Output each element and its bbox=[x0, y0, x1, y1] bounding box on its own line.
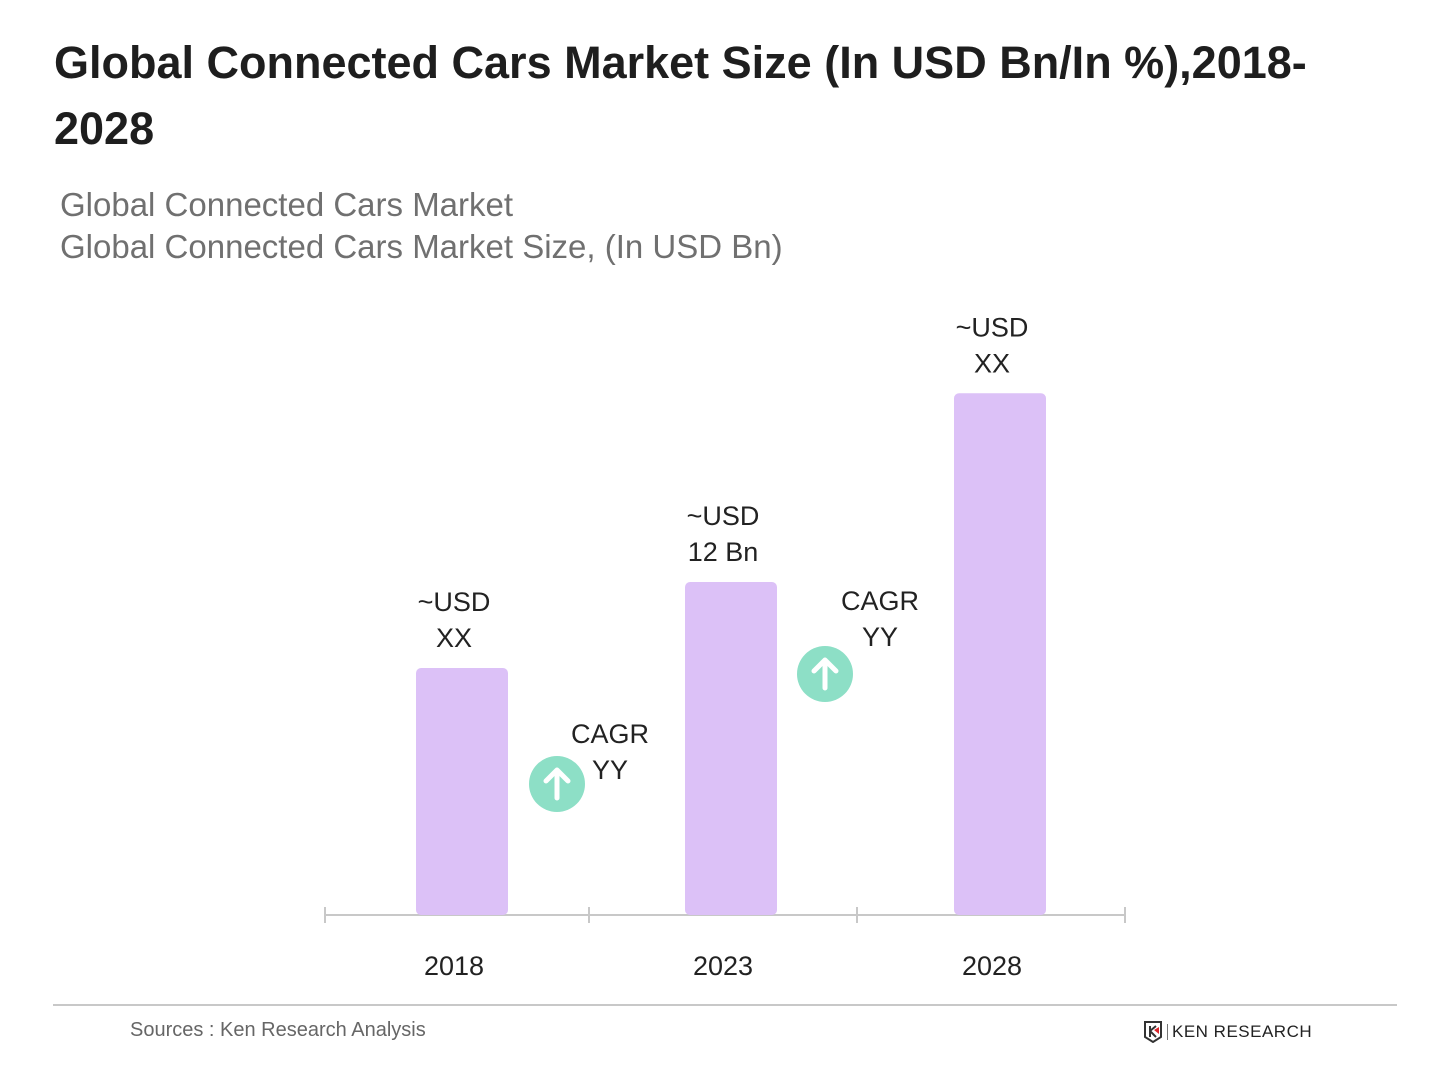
source-note: Sources : Ken Research Analysis bbox=[130, 1019, 426, 1041]
cagr-label: CAGR bbox=[571, 719, 649, 749]
bar-2028 bbox=[954, 393, 1046, 915]
x-tick-label: 2028 bbox=[962, 951, 1022, 981]
chart-title: Global Connected Cars Market Size (In US… bbox=[54, 37, 1307, 154]
data-label: ~USD bbox=[418, 587, 491, 617]
bar-2018 bbox=[416, 668, 508, 915]
ken-research-logo: KEN RESEARCH bbox=[1143, 1021, 1312, 1043]
bar-2023 bbox=[685, 582, 777, 915]
cagr-label: YY bbox=[862, 622, 898, 652]
logo-separator bbox=[1167, 1024, 1168, 1040]
logo-text: KEN RESEARCH bbox=[1172, 1022, 1313, 1041]
chart-subtitle-1: Global Connected Cars Market bbox=[60, 186, 514, 223]
data-label: XX bbox=[436, 623, 472, 653]
data-label: XX bbox=[974, 348, 1010, 378]
cagr-label: YY bbox=[592, 755, 628, 785]
arrow-up-icon bbox=[811, 657, 839, 691]
cagr-label: CAGR bbox=[841, 586, 919, 616]
data-label: ~USD bbox=[956, 312, 1029, 342]
footer-divider bbox=[53, 1004, 1397, 1006]
arrow-up-icon bbox=[543, 767, 571, 801]
data-label: ~USD bbox=[687, 501, 760, 531]
data-label: 12 Bn bbox=[688, 537, 759, 567]
x-tick-label: 2018 bbox=[424, 951, 484, 981]
x-tick-label: 2023 bbox=[693, 951, 753, 981]
logo-shield-icon bbox=[1144, 1021, 1162, 1043]
chart-subtitle-2: Global Connected Cars Market Size, (In U… bbox=[60, 228, 783, 265]
